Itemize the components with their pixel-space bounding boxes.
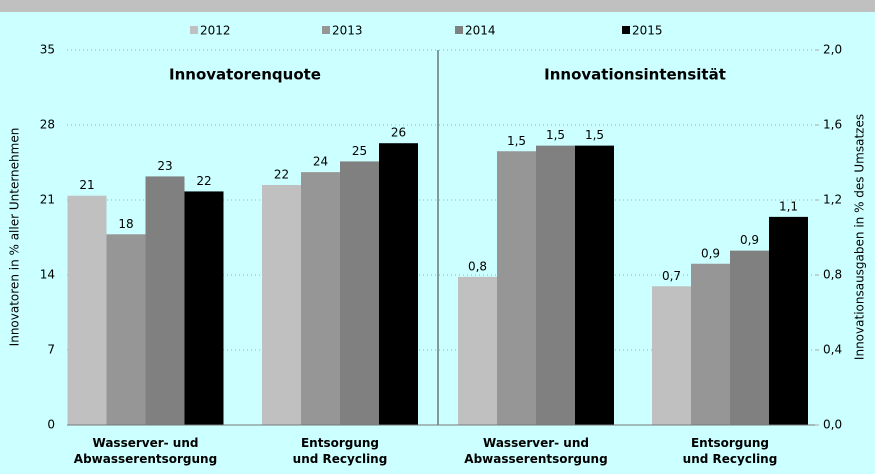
bar bbox=[145, 176, 185, 425]
bar bbox=[769, 216, 808, 425]
panel-title: Innovatorenquote bbox=[169, 66, 321, 84]
data-label: 18 bbox=[118, 217, 133, 231]
legend-swatch bbox=[322, 26, 330, 34]
y-tick-label: 0,8 bbox=[823, 268, 842, 282]
y2-axis-label: Innovationsausgaben in % des Umsatzes bbox=[853, 114, 867, 360]
y-tick-label: 0 bbox=[47, 418, 55, 432]
bar bbox=[575, 145, 614, 425]
data-label: 22 bbox=[274, 168, 289, 182]
data-label: 21 bbox=[79, 178, 94, 192]
data-label: 1,5 bbox=[546, 128, 565, 142]
panel-title: Innovationsintensität bbox=[544, 66, 726, 84]
legend-swatch bbox=[455, 26, 463, 34]
data-label: 1,1 bbox=[779, 199, 798, 213]
y-tick-label: 21 bbox=[40, 193, 55, 207]
bar bbox=[301, 172, 340, 425]
data-label: 22 bbox=[196, 174, 211, 188]
top-band bbox=[0, 0, 875, 12]
data-label: 0,7 bbox=[662, 269, 681, 283]
data-label: 0,9 bbox=[701, 246, 720, 260]
legend-label: 2014 bbox=[465, 24, 496, 38]
legend-label: 2012 bbox=[200, 24, 231, 38]
legend-swatch bbox=[622, 26, 630, 34]
bar bbox=[536, 145, 575, 425]
x-tick-label: Entsorgung und Recycling bbox=[293, 436, 388, 466]
bar bbox=[340, 161, 379, 425]
x-tick-label: Entsorgung und Recycling bbox=[683, 436, 778, 466]
y-tick-label: 0,4 bbox=[823, 343, 842, 357]
y-tick-label: 35 bbox=[40, 43, 55, 57]
y-tick-label: 7 bbox=[47, 343, 55, 357]
data-label: 24 bbox=[313, 155, 328, 169]
bar bbox=[67, 195, 107, 425]
bar bbox=[262, 185, 301, 425]
y-tick-label: 28 bbox=[40, 118, 55, 132]
bar bbox=[184, 191, 224, 425]
bar bbox=[458, 276, 497, 425]
bar bbox=[691, 263, 730, 425]
y-axis-label: Innovatoren in % aller Unternehmen bbox=[8, 128, 22, 347]
legend-swatch bbox=[190, 26, 198, 34]
bar bbox=[497, 151, 536, 425]
y-tick-label: 14 bbox=[40, 268, 55, 282]
data-label: 23 bbox=[157, 159, 172, 173]
x-tick-label: Wasserver- und Abwasserentsorgung bbox=[464, 436, 607, 466]
x-tick-label: Wasserver- und Abwasserentsorgung bbox=[74, 436, 217, 466]
y-tick-label: 0,0 bbox=[823, 418, 842, 432]
bar bbox=[652, 286, 691, 425]
legend-label: 2015 bbox=[632, 24, 663, 38]
y-tick-label: 1,2 bbox=[823, 193, 842, 207]
data-label: 25 bbox=[352, 144, 367, 158]
data-label: 0,9 bbox=[740, 233, 759, 247]
bar bbox=[106, 234, 146, 425]
data-label: 1,5 bbox=[585, 128, 604, 142]
legend-label: 2013 bbox=[332, 24, 363, 38]
bar bbox=[730, 250, 769, 425]
data-label: 0,8 bbox=[468, 259, 487, 273]
data-label: 1,5 bbox=[507, 134, 526, 148]
y-tick-label: 2,0 bbox=[823, 43, 842, 57]
y-tick-label: 1,6 bbox=[823, 118, 842, 132]
bar bbox=[379, 143, 418, 425]
data-label: 26 bbox=[391, 126, 406, 140]
